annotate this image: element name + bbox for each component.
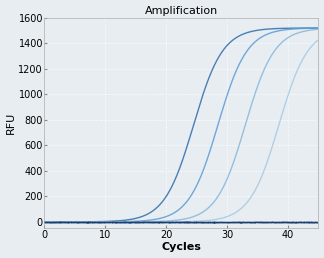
Title: Amplification: Amplification (145, 6, 218, 15)
X-axis label: Cycles: Cycles (161, 243, 201, 252)
Y-axis label: RFU: RFU (6, 112, 16, 134)
